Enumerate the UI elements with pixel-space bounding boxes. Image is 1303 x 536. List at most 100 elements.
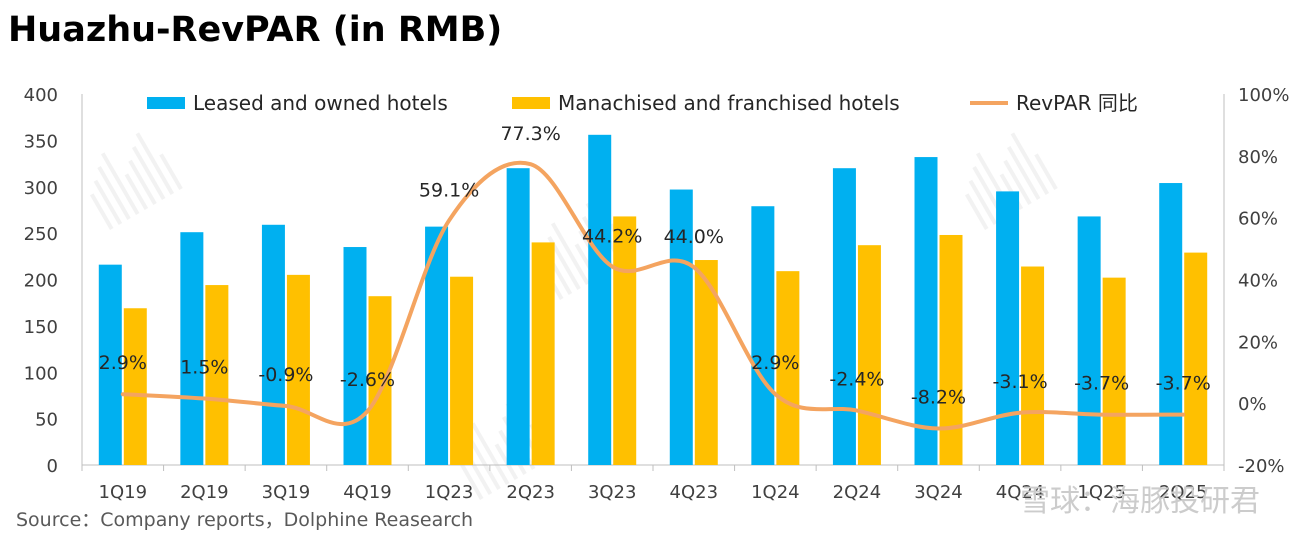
bar-leased-owned [914,157,938,465]
watermark-stripe [100,152,140,215]
watermark-stripe [1003,159,1032,206]
watermark-stripe [459,463,484,500]
x-tick-label: 4Q24 [996,482,1045,503]
source-note: Source：Company reports，Dolphine Reasearc… [16,509,474,531]
x-tick-label: 2Q24 [833,482,882,503]
watermark-stripe [128,159,157,206]
watermark-stripe [97,166,131,220]
watermark-stripe [1034,153,1058,191]
y-right-tick-label: 20% [1238,332,1278,353]
bar-leased-owned [1077,216,1101,465]
y-right-tick-label: 0% [1238,394,1267,415]
watermark-layer [90,132,1058,500]
yoy-data-label: 44.2% [582,226,642,248]
yoy-data-label: -8.2% [911,387,966,409]
legend-label: Leased and owned hotels [193,91,448,115]
yoy-data-label: 44.0% [664,226,724,248]
y-right-tick-label: 40% [1238,271,1278,292]
bar-leased-owned [588,134,612,465]
x-tick-label: 4Q23 [670,482,719,503]
watermark-stripe [131,146,166,200]
y-left-tick-label: 350 [24,131,58,152]
watermark-stripe [135,132,175,195]
yoy-data-label: 77.3% [500,123,560,145]
bar-manachised-franchised [123,308,147,465]
x-tick-label: 1Q23 [425,482,474,503]
watermark-stripe [968,179,998,226]
watermark-stripe [965,193,989,230]
y-left-tick-label: 0 [47,456,58,477]
watermark-text: 雪球：海豚投研君 [1020,484,1260,519]
y-right-tick-label: 60% [1238,209,1278,230]
yoy-data-label: 1.5% [180,357,228,379]
data-labels: 2.9% 1.5% -0.9% -2.6% 59.1% 77.3% 44.2% 44.0% 2.… [99,123,1211,408]
legend-label: RevPAR 同比 [1016,91,1138,115]
axes: 0 50 100 150 200 250 300 350 400 -20% 0% 20% 40% 60% 8… [24,85,1290,503]
bar-manachised-franchised [450,276,474,465]
bar-manachised-franchised [776,271,800,465]
bar-leased-owned [98,264,122,465]
watermark-stripe [494,443,519,480]
legend-label: Manachised and franchised hotels [558,91,900,115]
bar-manachised-franchised [286,274,310,465]
bar-leased-owned [506,168,530,465]
yoy-data-label: -2.6% [340,369,395,391]
bar-manachised-franchised [1184,252,1208,465]
watermark-stripe [159,153,183,190]
bar-leased-owned [1159,183,1183,466]
bar-manachised-franchised [1021,266,1045,465]
x-tick-label: 2Q19 [180,482,229,503]
chart-title: Huazhu-RevPAR (in RMB) [8,10,503,50]
yoy-line [120,160,1186,431]
x-tick-label: 1Q24 [751,482,800,503]
bar-leased-owned [343,247,367,465]
x-tick-label: 3Q23 [588,482,637,503]
bar-manachised-franchised [694,260,718,465]
bar-manachised-franchised [368,296,392,465]
y-left-tick-label: 100 [24,363,58,384]
bar-leased-owned [261,224,285,465]
bar-leased-owned [669,189,693,465]
watermark-stripe [1010,132,1050,196]
bar-manachised-franchised [531,242,555,465]
bar-manachised-franchised [939,234,963,465]
bar-leased-owned [996,191,1020,465]
watermark-stripe [470,422,510,485]
yoy-data-label: -3.1% [993,371,1048,393]
y-right-tick-label: 100% [1238,85,1289,106]
y-left-tick-label: 200 [24,271,58,292]
legend-swatch [512,97,550,109]
bar-leased-owned [751,206,775,466]
bar-manachised-franchised [1102,277,1126,465]
yoy-data-label: 2.9% [99,352,147,374]
x-tick-label: 1Q19 [99,482,148,503]
legend-swatch [147,97,185,109]
y-left-tick-label: 50 [35,410,58,431]
x-tick-label: 3Q19 [262,482,311,503]
watermark-stripe [550,222,590,285]
y-right-tick-label: -20% [1238,456,1285,477]
watermark-stripe [467,436,501,490]
watermark-stripe [124,173,149,210]
watermark-stripe [90,193,114,230]
yoy-line-path [120,160,1186,431]
y-left-tick-label: 300 [24,178,58,199]
yoy-data-label: -3.7% [1156,373,1211,395]
x-tick-label: 4Q19 [343,482,392,503]
x-tick-label: 3Q24 [914,482,963,503]
watermark-stripe [93,179,123,225]
watermark-stripe [547,236,581,290]
y-left-tick-label: 400 [24,85,58,106]
y-right-tick-label: 80% [1238,147,1278,168]
yoy-data-label: 59.1% [419,179,479,201]
legend: Leased and owned hotels Manachised and fr… [147,91,1138,115]
watermark-stripe [1006,146,1041,201]
bar-leased-owned [180,232,204,465]
yoy-data-label: -2.4% [829,369,884,391]
yoy-data-label: -3.7% [1074,373,1129,395]
x-tick-label: 1Q25 [1077,482,1126,503]
bar-manachised-franchised [613,216,637,465]
x-tick-label: 2Q23 [506,482,555,503]
bar-manachised-franchised [857,245,881,465]
